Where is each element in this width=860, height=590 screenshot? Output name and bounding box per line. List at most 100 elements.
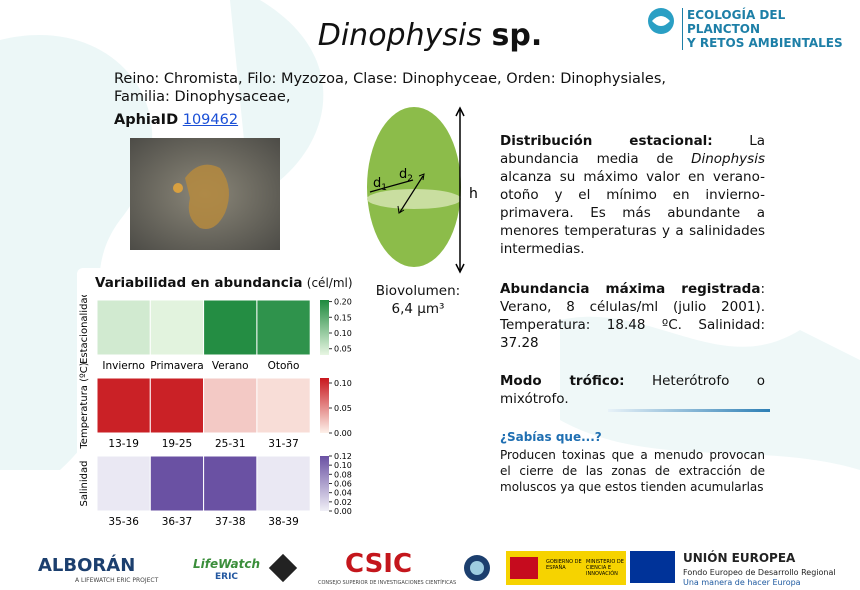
- category-label: Primavera: [150, 360, 203, 372]
- heatmap-cell: [149, 377, 205, 434]
- footer-eric: ERIC: [215, 572, 239, 582]
- aphia-link[interactable]: 109462: [182, 112, 239, 128]
- trophic: Modo trófico: Heterótrofo o mixótrofo.: [500, 372, 765, 408]
- colorbar-label: 0.00: [334, 429, 352, 438]
- did-you-know-text: Producen toxinas que a menudo provocan e…: [500, 448, 765, 494]
- footer-ue: UNIÓN EUROPEA: [683, 551, 796, 565]
- biovolume: Biovolumen: 6,4 µm³: [360, 282, 476, 318]
- colorbar-label: 0.00: [334, 507, 352, 516]
- category-label: 37-38: [215, 516, 246, 528]
- panel-label: Temperatura (ºC): [79, 362, 90, 449]
- colorbar-label: 0.05: [334, 345, 352, 354]
- footer: ALBORÁN A LIFEWATCH ERIC PROJECT LifeWat…: [0, 545, 860, 590]
- colorbar-label: 0.10: [334, 329, 352, 338]
- category-label: 13-19: [108, 438, 139, 450]
- heatmap-cell: [203, 299, 258, 356]
- footer-csic: CSIC: [345, 549, 413, 579]
- category-label: Verano: [212, 360, 249, 372]
- heatmap-cell: [203, 377, 258, 434]
- heatmap-cell: [203, 455, 258, 512]
- footer-gob: GOBIERNO DE ESPAÑA MINISTERIO DE CIENCIA…: [506, 551, 626, 585]
- colorbar-label: 0.02: [334, 498, 352, 507]
- logo-text: ECOLOGÍA DEL PLANCTON Y RETOS AMBIENTALES: [682, 8, 860, 50]
- footer-icon: [464, 555, 490, 581]
- panel-label: Estacionalidad: [79, 295, 90, 364]
- section-title: Modo trófico:: [500, 373, 625, 389]
- colorbar-label: 0.06: [334, 480, 352, 489]
- footer-ue-1: Fondo Europeo de Desarrollo Regional: [683, 568, 836, 577]
- colorbar-label: 0.05: [334, 404, 352, 413]
- colorbar: [320, 456, 329, 511]
- colorbar: [320, 378, 329, 433]
- aphia-label: AphiaID: [114, 112, 179, 128]
- footer-csic-sub: CONSEJO SUPERIOR DE INVESTIGACIONES CIEN…: [318, 580, 457, 586]
- colorbar-label: 0.08: [334, 470, 352, 479]
- d2-label: d2: [399, 167, 413, 184]
- heatmap-cell: [256, 455, 311, 512]
- heatmap-cell: [256, 377, 311, 434]
- h-label: h: [469, 186, 478, 202]
- category-label: 31-37: [268, 438, 299, 450]
- heatmap-cell: [256, 299, 311, 356]
- max-abundance: Abundancia máxima registrada: Verano, 8 …: [500, 280, 765, 352]
- logo-icon: [648, 8, 674, 34]
- d1-label: d1: [373, 176, 387, 193]
- footer-ue-2: Una manera de hacer Europa: [683, 578, 801, 587]
- category-label: 36-37: [162, 516, 193, 528]
- text: : Verano, 8 células/ml (julio 2001). Tem…: [500, 281, 765, 351]
- heatmap-cell: [149, 299, 205, 356]
- colorbar-label: 0.12: [334, 452, 352, 461]
- colorbar-label: 0.04: [334, 489, 352, 498]
- eu-flag: [630, 551, 675, 583]
- footer-lifewatch: LifeWatch: [193, 557, 261, 571]
- logo-line: ECOLOGÍA DEL PLANCTON: [687, 8, 786, 36]
- category-label: 19-25: [162, 438, 193, 450]
- heatmap-cell: [96, 377, 151, 434]
- genus: Dinophysis: [691, 151, 765, 167]
- taxonomy: Reino: Chromista, Filo: Myzozoa, Clase: …: [114, 71, 667, 105]
- sub: 2: [407, 174, 413, 184]
- section-title: Distribución estacional:: [500, 133, 713, 149]
- title-rest: sp.: [491, 18, 543, 53]
- text: Heterótrofo o mixótrofo.: [500, 373, 765, 407]
- heatmap-cell: [96, 299, 151, 356]
- category-label: Invierno: [102, 360, 145, 372]
- category-label: Otoño: [268, 360, 300, 372]
- section-title: Abundancia máxima registrada: [500, 281, 761, 297]
- colorbar-label: 0.15: [334, 313, 352, 322]
- title-genus: Dinophysis: [317, 18, 482, 53]
- micrograph: [130, 138, 280, 250]
- text: alcanza su máximo valor en verano-otoño …: [500, 169, 765, 257]
- colorbar-label: 0.10: [334, 461, 352, 470]
- text: La abundancia media de: [500, 133, 765, 167]
- biovolume-label: Biovolumen:: [375, 283, 461, 299]
- category-label: 35-36: [108, 516, 139, 528]
- category-label: 25-31: [215, 438, 246, 450]
- logo-line: Y RETOS AMBIENTALES: [687, 36, 843, 50]
- heatmap-cell: [149, 455, 205, 512]
- aphia: AphiaID 109462: [114, 112, 238, 128]
- heatmap-unit: (cél/ml): [306, 276, 353, 290]
- footer-icon: [268, 553, 298, 583]
- distribution: Distribución estacional: La abundancia m…: [500, 132, 765, 258]
- heatmaps: Estacionalidad Invierno Primavera Verano Oto…: [79, 295, 352, 528]
- footer-gobierno: GOBIERNO DE ESPAÑA: [546, 559, 582, 571]
- colorbar: [320, 300, 329, 355]
- biovolume-value: 6,4 µm³: [391, 301, 445, 317]
- footer-alboran-sub: A LIFEWATCH ERIC PROJECT: [75, 577, 159, 584]
- colorbar-label: 0.10: [334, 379, 352, 388]
- panel-label: Salinidad: [79, 461, 90, 507]
- heatmap-title-text: Variabilidad en abundancia: [95, 275, 303, 291]
- footer-ministerio: MINISTERIO DE CIENCIA E INNOVACIÓN: [586, 559, 624, 577]
- heatmap-title: Variabilidad en abundancia (cél/ml): [95, 275, 353, 291]
- d: d: [373, 176, 381, 191]
- biovolume-diagram: d1 d2 h: [367, 106, 478, 274]
- title: Dinophysis sp.: [0, 18, 860, 53]
- d: d: [399, 167, 407, 182]
- footer-alboran: ALBORÁN: [38, 555, 136, 576]
- flag: [510, 557, 538, 579]
- sub: 1: [381, 183, 387, 193]
- heatmap-cell: [96, 455, 151, 512]
